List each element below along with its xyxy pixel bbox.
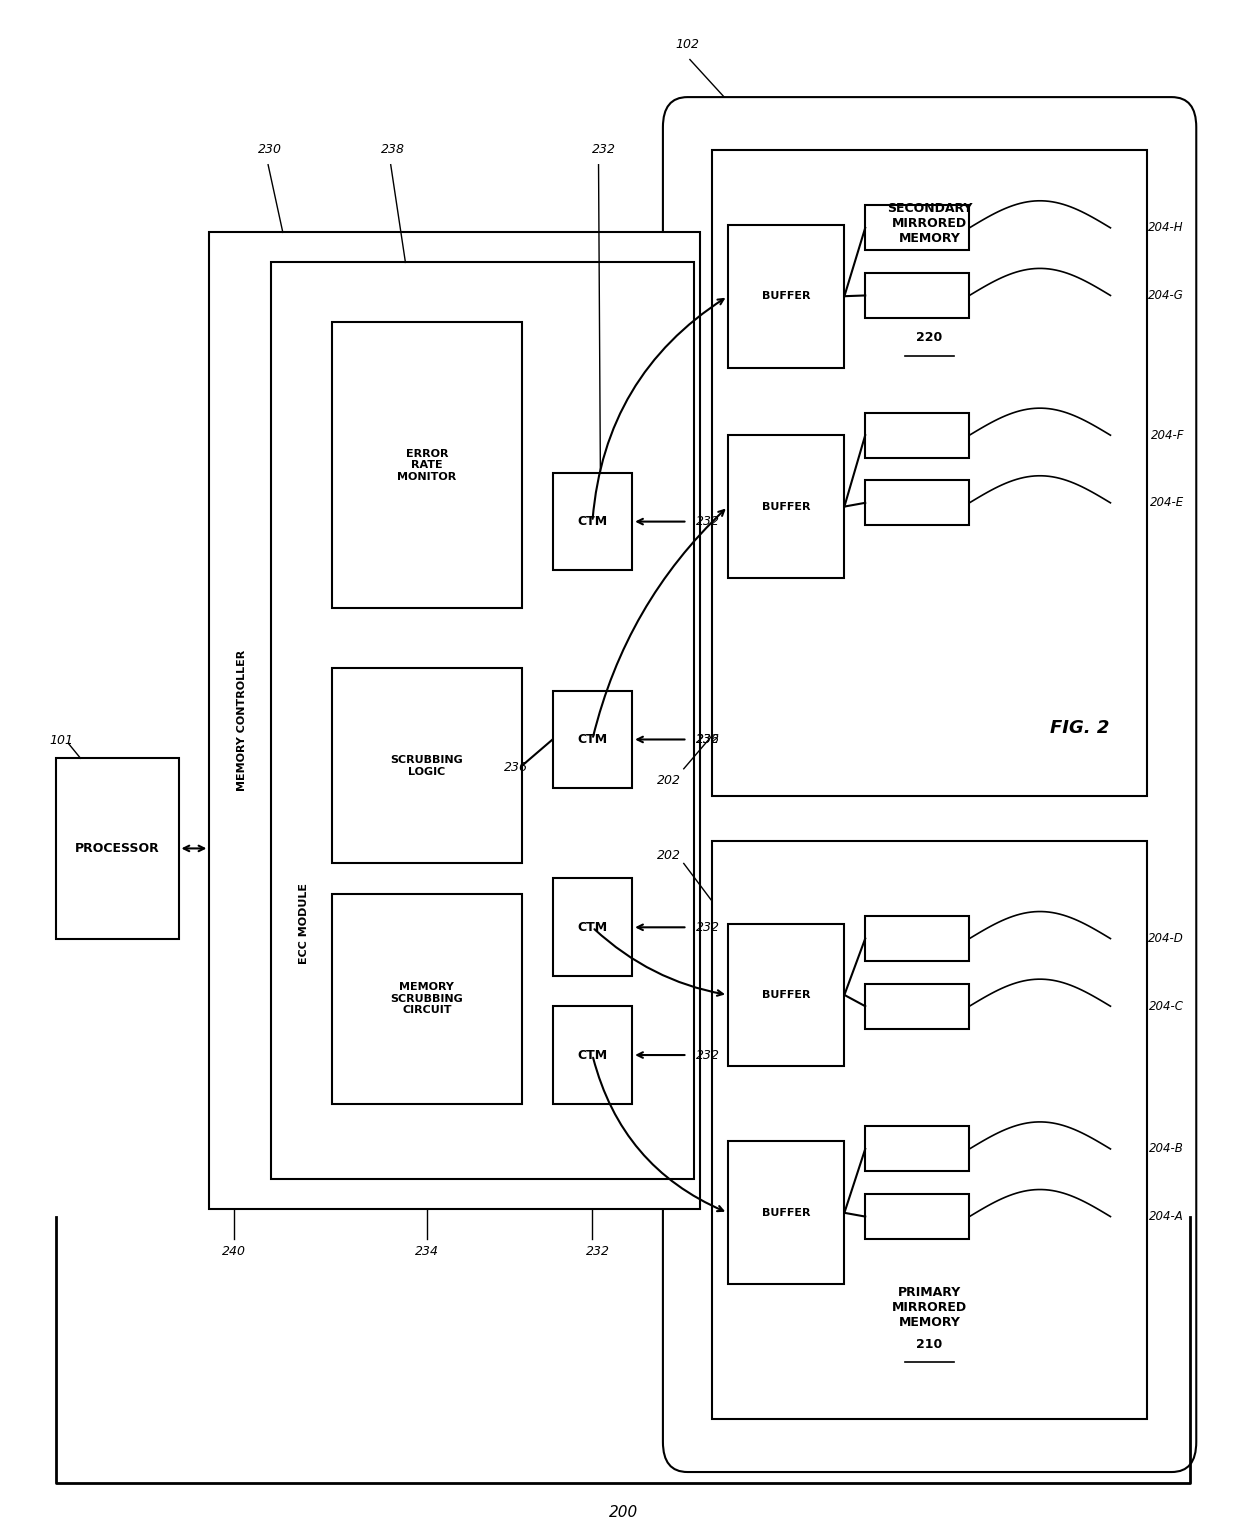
Text: 236: 236: [503, 761, 528, 775]
Text: 204-A: 204-A: [1149, 1210, 1184, 1222]
Bar: [553, 879, 632, 976]
Text: 232: 232: [593, 144, 616, 156]
Text: 202: 202: [657, 850, 681, 862]
Bar: [866, 984, 970, 1028]
Text: 232: 232: [587, 1245, 610, 1258]
Text: 202: 202: [657, 775, 681, 787]
Text: 230: 230: [258, 144, 283, 156]
Bar: [553, 472, 632, 570]
Bar: [712, 840, 1147, 1420]
Text: 240: 240: [222, 1245, 246, 1258]
Text: 238: 238: [381, 144, 405, 156]
Text: FIG. 2: FIG. 2: [1050, 720, 1110, 736]
Text: 232: 232: [696, 1048, 720, 1062]
Text: ERROR
RATE
MONITOR: ERROR RATE MONITOR: [397, 449, 456, 481]
Bar: [866, 205, 970, 251]
Text: BUFFER: BUFFER: [761, 292, 811, 301]
Text: SCRUBBING
LOGIC: SCRUBBING LOGIC: [391, 755, 464, 776]
Bar: [728, 435, 844, 578]
Text: CTM: CTM: [578, 921, 608, 934]
Bar: [866, 917, 970, 961]
Text: CTM: CTM: [578, 733, 608, 746]
Bar: [553, 691, 632, 788]
Bar: [332, 894, 522, 1103]
Text: 204-F: 204-F: [1151, 429, 1184, 442]
Text: 210: 210: [916, 1339, 942, 1351]
Text: 204-C: 204-C: [1149, 999, 1184, 1013]
FancyBboxPatch shape: [663, 98, 1197, 1471]
Text: 232: 232: [696, 921, 720, 934]
Bar: [866, 274, 970, 318]
Bar: [270, 263, 693, 1180]
Text: ECC MODULE: ECC MODULE: [299, 883, 309, 964]
Bar: [866, 480, 970, 526]
Text: 234: 234: [414, 1245, 439, 1258]
Text: 101: 101: [50, 733, 74, 747]
Bar: [210, 232, 699, 1209]
Text: CTM: CTM: [578, 1048, 608, 1062]
Text: 220: 220: [916, 332, 942, 344]
Bar: [866, 1126, 970, 1172]
Text: SECONDARY
MIRRORED
MEMORY: SECONDARY MIRRORED MEMORY: [887, 202, 972, 246]
Text: 204-B: 204-B: [1149, 1143, 1184, 1155]
Text: BUFFER: BUFFER: [761, 1207, 811, 1218]
Bar: [728, 923, 844, 1067]
Text: MEMORY CONTROLLER: MEMORY CONTROLLER: [237, 649, 247, 792]
Bar: [866, 413, 970, 458]
Bar: [728, 225, 844, 368]
Bar: [332, 668, 522, 863]
Bar: [553, 1007, 632, 1103]
Text: 232: 232: [696, 733, 720, 746]
Text: 232: 232: [696, 515, 720, 529]
Bar: [728, 1141, 844, 1284]
Text: 204-H: 204-H: [1148, 222, 1184, 234]
Bar: [866, 1193, 970, 1239]
Bar: [56, 758, 179, 938]
Text: BUFFER: BUFFER: [761, 990, 811, 999]
Text: BUFFER: BUFFER: [761, 501, 811, 512]
Bar: [712, 150, 1147, 796]
Text: PROCESSOR: PROCESSOR: [74, 842, 160, 856]
Bar: [332, 322, 522, 608]
Text: CTM: CTM: [578, 515, 608, 529]
Text: 204-E: 204-E: [1149, 497, 1184, 509]
Text: 200: 200: [609, 1505, 637, 1520]
Text: 236: 236: [696, 733, 720, 746]
Text: 102: 102: [675, 38, 699, 50]
Text: 204-D: 204-D: [1148, 932, 1184, 946]
Text: PRIMARY
MIRRORED
MEMORY: PRIMARY MIRRORED MEMORY: [892, 1287, 967, 1329]
Text: MEMORY
SCRUBBING
CIRCUIT: MEMORY SCRUBBING CIRCUIT: [391, 983, 464, 1015]
Text: 204-G: 204-G: [1148, 289, 1184, 303]
